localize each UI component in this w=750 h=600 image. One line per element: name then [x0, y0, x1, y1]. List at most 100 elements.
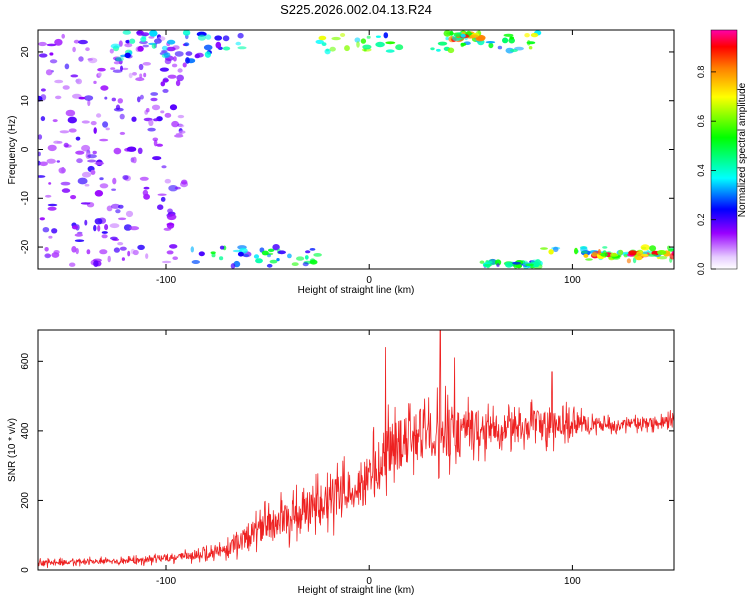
heatmap-cell	[453, 32, 462, 37]
heatmap-cell	[39, 161, 48, 167]
heatmap-cell	[45, 254, 52, 257]
heatmap-cell	[49, 52, 54, 56]
heatmap-cell	[110, 236, 118, 240]
heatmap-cell	[135, 77, 145, 82]
heatmap-cell	[118, 217, 127, 221]
heatmap-cell	[113, 247, 120, 253]
heatmap-cell	[74, 233, 83, 237]
heatmap-cell	[153, 118, 159, 122]
heatmap-cell	[190, 246, 194, 253]
heatmap-cell	[40, 116, 46, 122]
heatmap-cell	[166, 213, 177, 221]
heatmap-cell	[198, 251, 205, 257]
heatmap-cell	[70, 195, 77, 200]
heatmap-cell	[120, 65, 123, 72]
heatmap-cell	[97, 225, 101, 232]
heatmap-cell	[460, 33, 466, 38]
heatmap-cell	[214, 35, 223, 41]
heatmap-cell	[129, 38, 136, 44]
heatmap-cell	[76, 158, 83, 164]
heatmap-cell	[80, 202, 91, 205]
heatmap-cell	[113, 147, 122, 155]
heatmap-cell	[163, 227, 172, 231]
heatmap-cell	[237, 46, 247, 50]
heatmap-cell	[315, 39, 324, 45]
heatmap-cell	[487, 261, 493, 264]
heatmap-cell	[277, 250, 286, 255]
heatmap-cell	[149, 30, 158, 37]
heatmap-cell	[72, 46, 76, 53]
snr-x-axis-label: Height of straight line (km)	[298, 585, 415, 596]
heatmap-cell	[540, 247, 548, 250]
heatmap-cell	[119, 131, 126, 135]
colorbar-gradient	[710, 29, 738, 270]
heatmap-cell	[211, 253, 216, 258]
heatmap-cell	[657, 250, 667, 255]
heatmap-cell	[148, 36, 155, 39]
heatmap-cell	[363, 48, 367, 52]
y-tick-label: -20	[20, 239, 31, 254]
heatmap-cell	[48, 182, 52, 185]
heatmap-cell	[139, 176, 149, 181]
heatmap-cell	[197, 34, 206, 41]
heatmap-cell	[132, 156, 137, 164]
heatmap-cell	[366, 35, 371, 39]
colorbar-tick-label: 0.0	[696, 263, 706, 276]
heatmap-cell	[113, 107, 124, 112]
heatmap-cell	[118, 204, 124, 209]
heatmap-cell	[146, 108, 150, 113]
heatmap-cell	[104, 96, 108, 100]
heatmap-cell	[143, 186, 150, 190]
heatmap-cell	[136, 31, 143, 34]
heatmap-cell	[111, 97, 117, 102]
heatmap-cell	[495, 259, 502, 266]
heatmap-cell	[169, 244, 178, 249]
heatmap-cell	[354, 37, 361, 43]
heatmap-region	[448, 30, 486, 43]
heatmap-cell	[137, 96, 141, 103]
colorbar-label: Normalized spectral amplitude	[737, 82, 748, 217]
heatmap-cell	[171, 120, 180, 128]
heatmap-cell	[177, 68, 183, 73]
heatmap-y-axis-label: Frequency (Hz)	[7, 116, 18, 185]
heatmap-cell	[667, 245, 671, 250]
heatmap-cell	[97, 67, 106, 72]
heatmap-cell	[121, 67, 129, 71]
heatmap-cell	[166, 223, 175, 226]
heatmap-cell	[237, 32, 244, 39]
heatmap-cell	[512, 261, 522, 265]
heatmap-cell	[124, 43, 133, 48]
heatmap-region	[590, 249, 674, 260]
y-tick-label: -10	[20, 191, 31, 206]
heatmap-cell	[81, 144, 91, 152]
heatmap-cell	[99, 177, 104, 181]
x-tick-label: 100	[564, 275, 581, 286]
heatmap-cell	[119, 246, 127, 251]
heatmap-cell	[62, 85, 70, 90]
heatmap-cell	[581, 250, 588, 254]
heatmap-cell	[56, 141, 63, 144]
heatmap-region	[190, 244, 322, 269]
heatmap-cell	[47, 203, 58, 207]
heatmap-cell	[534, 259, 541, 266]
heatmap-region	[315, 30, 542, 55]
heatmap-cell	[111, 188, 116, 191]
heatmap-cell	[75, 136, 81, 141]
heatmap-cell	[591, 252, 598, 257]
heatmap-cell	[203, 44, 213, 51]
heatmap-cell	[63, 142, 69, 148]
heatmap-cell	[210, 251, 216, 254]
heatmap-cell	[302, 262, 309, 267]
heatmap-cell	[215, 41, 222, 49]
heatmap-cell	[113, 61, 121, 65]
snr-panel: -100 0 100 0 200 400 600 Height of straight l…	[7, 329, 675, 596]
heatmap-cell	[157, 204, 164, 210]
heatmap-cell	[128, 72, 133, 79]
heatmap-cell	[162, 88, 169, 93]
heatmap-cell	[107, 255, 111, 263]
heatmap-cell	[177, 114, 185, 119]
heatmap-cell	[151, 104, 161, 111]
heatmap-cell	[150, 92, 159, 96]
y-tick-label: 400	[20, 422, 31, 439]
